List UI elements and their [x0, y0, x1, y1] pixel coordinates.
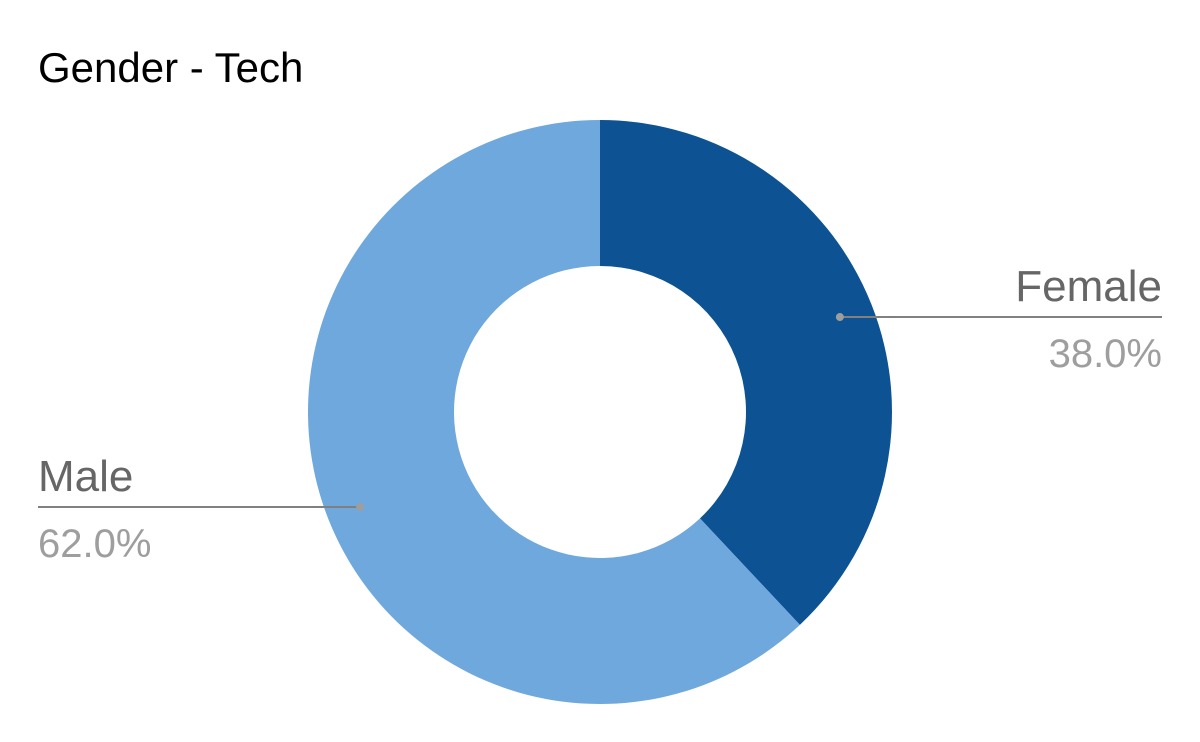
slice-value-female: 38.0% — [1049, 332, 1162, 376]
slice-female — [600, 120, 892, 625]
callout-dot-male — [356, 502, 365, 511]
slice-callouts: Female 38.0% Male 62.0% — [38, 262, 1162, 566]
slice-label-female: Female — [1015, 262, 1162, 311]
slice-value-male: 62.0% — [38, 522, 151, 566]
callout-dot-female — [835, 313, 844, 322]
slice-label-male: Male — [38, 452, 133, 501]
chart-title: Gender - Tech — [38, 44, 303, 91]
donut-slices — [307, 120, 892, 704]
slice-male — [307, 120, 800, 704]
